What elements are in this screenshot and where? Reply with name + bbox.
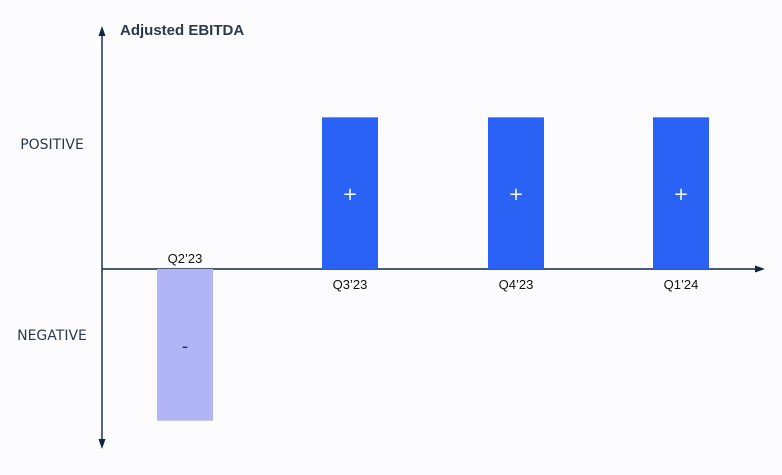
bars: - Q2’23 + Q3’23 + Q4’23 + Q1’24: [157, 117, 709, 421]
bar-3: [488, 117, 544, 269]
x-axis-arrow: [755, 265, 765, 273]
bar-4: [653, 117, 709, 269]
bar-sign-label: +: [508, 184, 523, 205]
chart-title: Adjusted EBITDA: [120, 22, 244, 39]
level-label-negative: NEGATIVE: [17, 328, 87, 344]
y-axis-bottom-arrow: [98, 439, 106, 449]
category-label: Q1’24: [664, 277, 699, 292]
bar-1: [157, 269, 213, 421]
category-label: Q3’23: [333, 277, 368, 292]
bar-sign-label: +: [673, 184, 688, 205]
bar-2: [322, 117, 378, 269]
category-label: Q2’23: [168, 251, 203, 266]
bar-sign-label: +: [342, 184, 357, 205]
bar-sign-label: -: [182, 336, 189, 357]
category-label: Q4’23: [499, 277, 534, 292]
y-axis-top-arrow: [98, 26, 106, 36]
level-label-positive: POSITIVE: [20, 137, 84, 153]
